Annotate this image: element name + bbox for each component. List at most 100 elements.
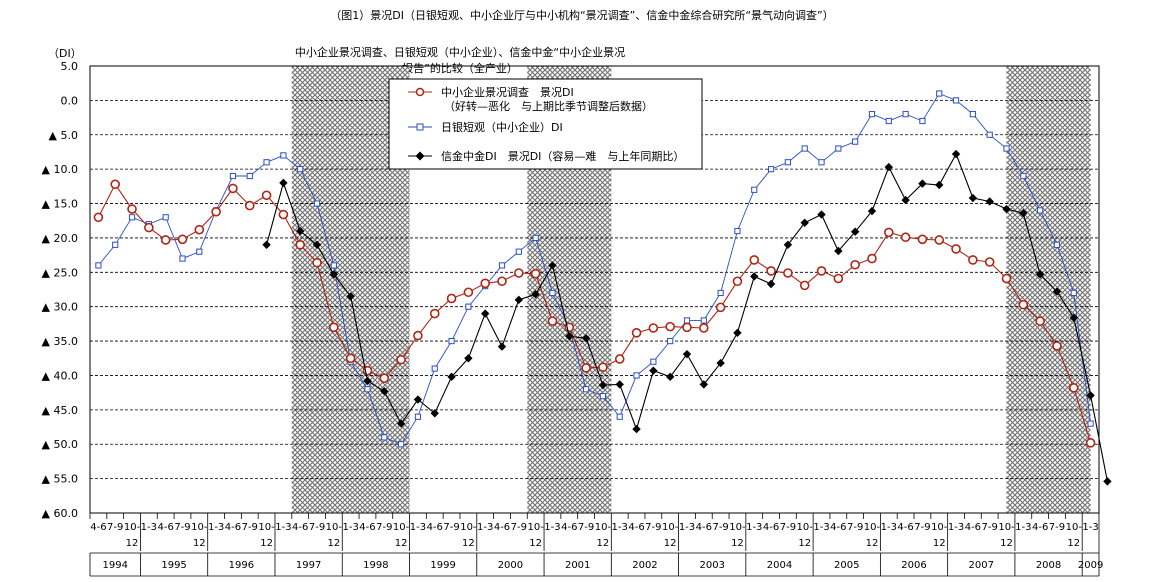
data-point bbox=[766, 279, 776, 289]
data-point bbox=[700, 317, 707, 324]
x-tick-label: 7-9 bbox=[309, 522, 325, 533]
data-point bbox=[414, 413, 422, 420]
data-point bbox=[177, 234, 188, 245]
data-point bbox=[430, 409, 439, 418]
x-tick-label: 12 bbox=[597, 538, 610, 549]
data-point bbox=[144, 222, 154, 233]
data-point bbox=[917, 234, 928, 245]
data-point bbox=[364, 386, 371, 393]
data-point bbox=[935, 180, 944, 190]
data-point bbox=[431, 365, 438, 372]
data-point bbox=[968, 255, 978, 265]
x-tick-label: 4-6 bbox=[628, 522, 644, 533]
x-tick-label: 10- bbox=[662, 522, 679, 533]
y-tick-label: ▲ 55.0 bbox=[42, 473, 78, 486]
x-tick-label: 10- bbox=[729, 522, 746, 533]
data-point bbox=[1087, 420, 1094, 427]
data-point bbox=[345, 353, 356, 364]
data-point bbox=[783, 268, 793, 278]
data-point bbox=[784, 159, 791, 166]
data-point bbox=[1069, 313, 1078, 322]
data-point bbox=[211, 206, 221, 217]
data-point bbox=[818, 159, 825, 166]
data-point bbox=[1018, 299, 1029, 310]
data-point bbox=[1103, 477, 1112, 486]
data-point bbox=[565, 332, 574, 341]
data-point bbox=[1019, 208, 1028, 218]
x-tick-label: 4-6 bbox=[494, 522, 510, 533]
x-tick-label: 7-9 bbox=[712, 522, 728, 533]
data-point bbox=[650, 358, 657, 365]
y-tick-label: ▲ 45.0 bbox=[42, 404, 78, 417]
data-point bbox=[549, 289, 556, 297]
y-tick-label: ▲ 35.0 bbox=[42, 335, 78, 348]
x-tick-label: 7-9 bbox=[1049, 522, 1065, 533]
data-point bbox=[682, 322, 692, 333]
data-point bbox=[1052, 287, 1062, 296]
data-point bbox=[750, 272, 759, 281]
data-point bbox=[799, 280, 810, 291]
data-point bbox=[448, 337, 455, 345]
data-point bbox=[952, 97, 960, 104]
year-label: 1998 bbox=[363, 560, 388, 571]
x-tick-label: 1-3 bbox=[746, 522, 762, 533]
data-point bbox=[734, 227, 741, 235]
data-point bbox=[665, 372, 675, 382]
year-label: 2007 bbox=[969, 560, 994, 571]
y-axis-unit: （DI） bbox=[48, 47, 82, 60]
data-point bbox=[279, 178, 288, 188]
legend-label-series2: 日银短观（中小企业）DI bbox=[441, 120, 563, 134]
legend-label-series1-note: （好转—恶化 与上期比季节调整后数据） bbox=[444, 99, 653, 113]
data-point bbox=[833, 273, 844, 284]
data-point bbox=[715, 302, 726, 313]
x-tick-label: 1-3 bbox=[477, 522, 493, 533]
data-point bbox=[95, 262, 102, 269]
x-tick-label: 7-9 bbox=[847, 522, 863, 533]
data-point bbox=[381, 434, 388, 441]
x-tick-label: 1-3 bbox=[410, 522, 426, 533]
legend-label-series1: 中小企业景况调查 景况DI bbox=[441, 85, 574, 99]
legend: 中小企业景况调查 景况DI （好转—恶化 与上期比季节调整后数据） 日银短观（中… bbox=[388, 78, 703, 170]
data-point bbox=[599, 392, 607, 400]
data-point bbox=[532, 234, 539, 242]
x-axis: 4-6 7-9 10-121-3 4-6 7-9 10-121-3 4-6 7-9 10-121… bbox=[89, 513, 1103, 577]
data-point bbox=[497, 276, 507, 287]
data-point bbox=[398, 441, 405, 448]
data-point bbox=[396, 419, 406, 428]
data-point bbox=[598, 380, 608, 390]
data-point bbox=[919, 117, 926, 125]
data-point bbox=[429, 308, 440, 319]
data-point bbox=[330, 262, 337, 269]
data-point bbox=[93, 212, 104, 223]
data-point bbox=[379, 373, 390, 384]
data-point bbox=[1020, 172, 1027, 180]
data-point bbox=[732, 276, 743, 287]
data-point bbox=[598, 362, 608, 373]
x-tick-label: 10- bbox=[393, 522, 410, 533]
data-point bbox=[883, 227, 894, 238]
x-tick-label: 4-6 bbox=[561, 522, 577, 533]
y-tick-label: ▲ 25.0 bbox=[42, 266, 78, 279]
data-point bbox=[884, 162, 893, 172]
data-point bbox=[110, 179, 121, 190]
data-point bbox=[699, 380, 709, 389]
data-point bbox=[179, 255, 186, 262]
data-point bbox=[968, 193, 978, 203]
data-point bbox=[665, 321, 675, 332]
data-point bbox=[278, 209, 289, 220]
x-tick-label: 7-9 bbox=[511, 522, 527, 533]
data-point bbox=[480, 309, 490, 318]
data-point bbox=[649, 366, 658, 375]
data-point bbox=[194, 224, 205, 235]
chart-title: （图1）景况DI（日银短观、中小企业厅与中小机构“景况调查”、信金中金综合研究所… bbox=[330, 9, 834, 22]
data-point bbox=[631, 328, 642, 338]
data-point bbox=[934, 235, 945, 245]
x-tick-label: 10- bbox=[797, 522, 814, 533]
x-tick-label: 10- bbox=[931, 522, 948, 533]
data-point bbox=[228, 183, 238, 194]
data-point bbox=[329, 322, 339, 333]
data-point bbox=[196, 248, 203, 255]
x-tick-label: 1-3 bbox=[612, 522, 628, 533]
data-point bbox=[480, 278, 490, 289]
x-tick-label: 12 bbox=[260, 538, 273, 549]
